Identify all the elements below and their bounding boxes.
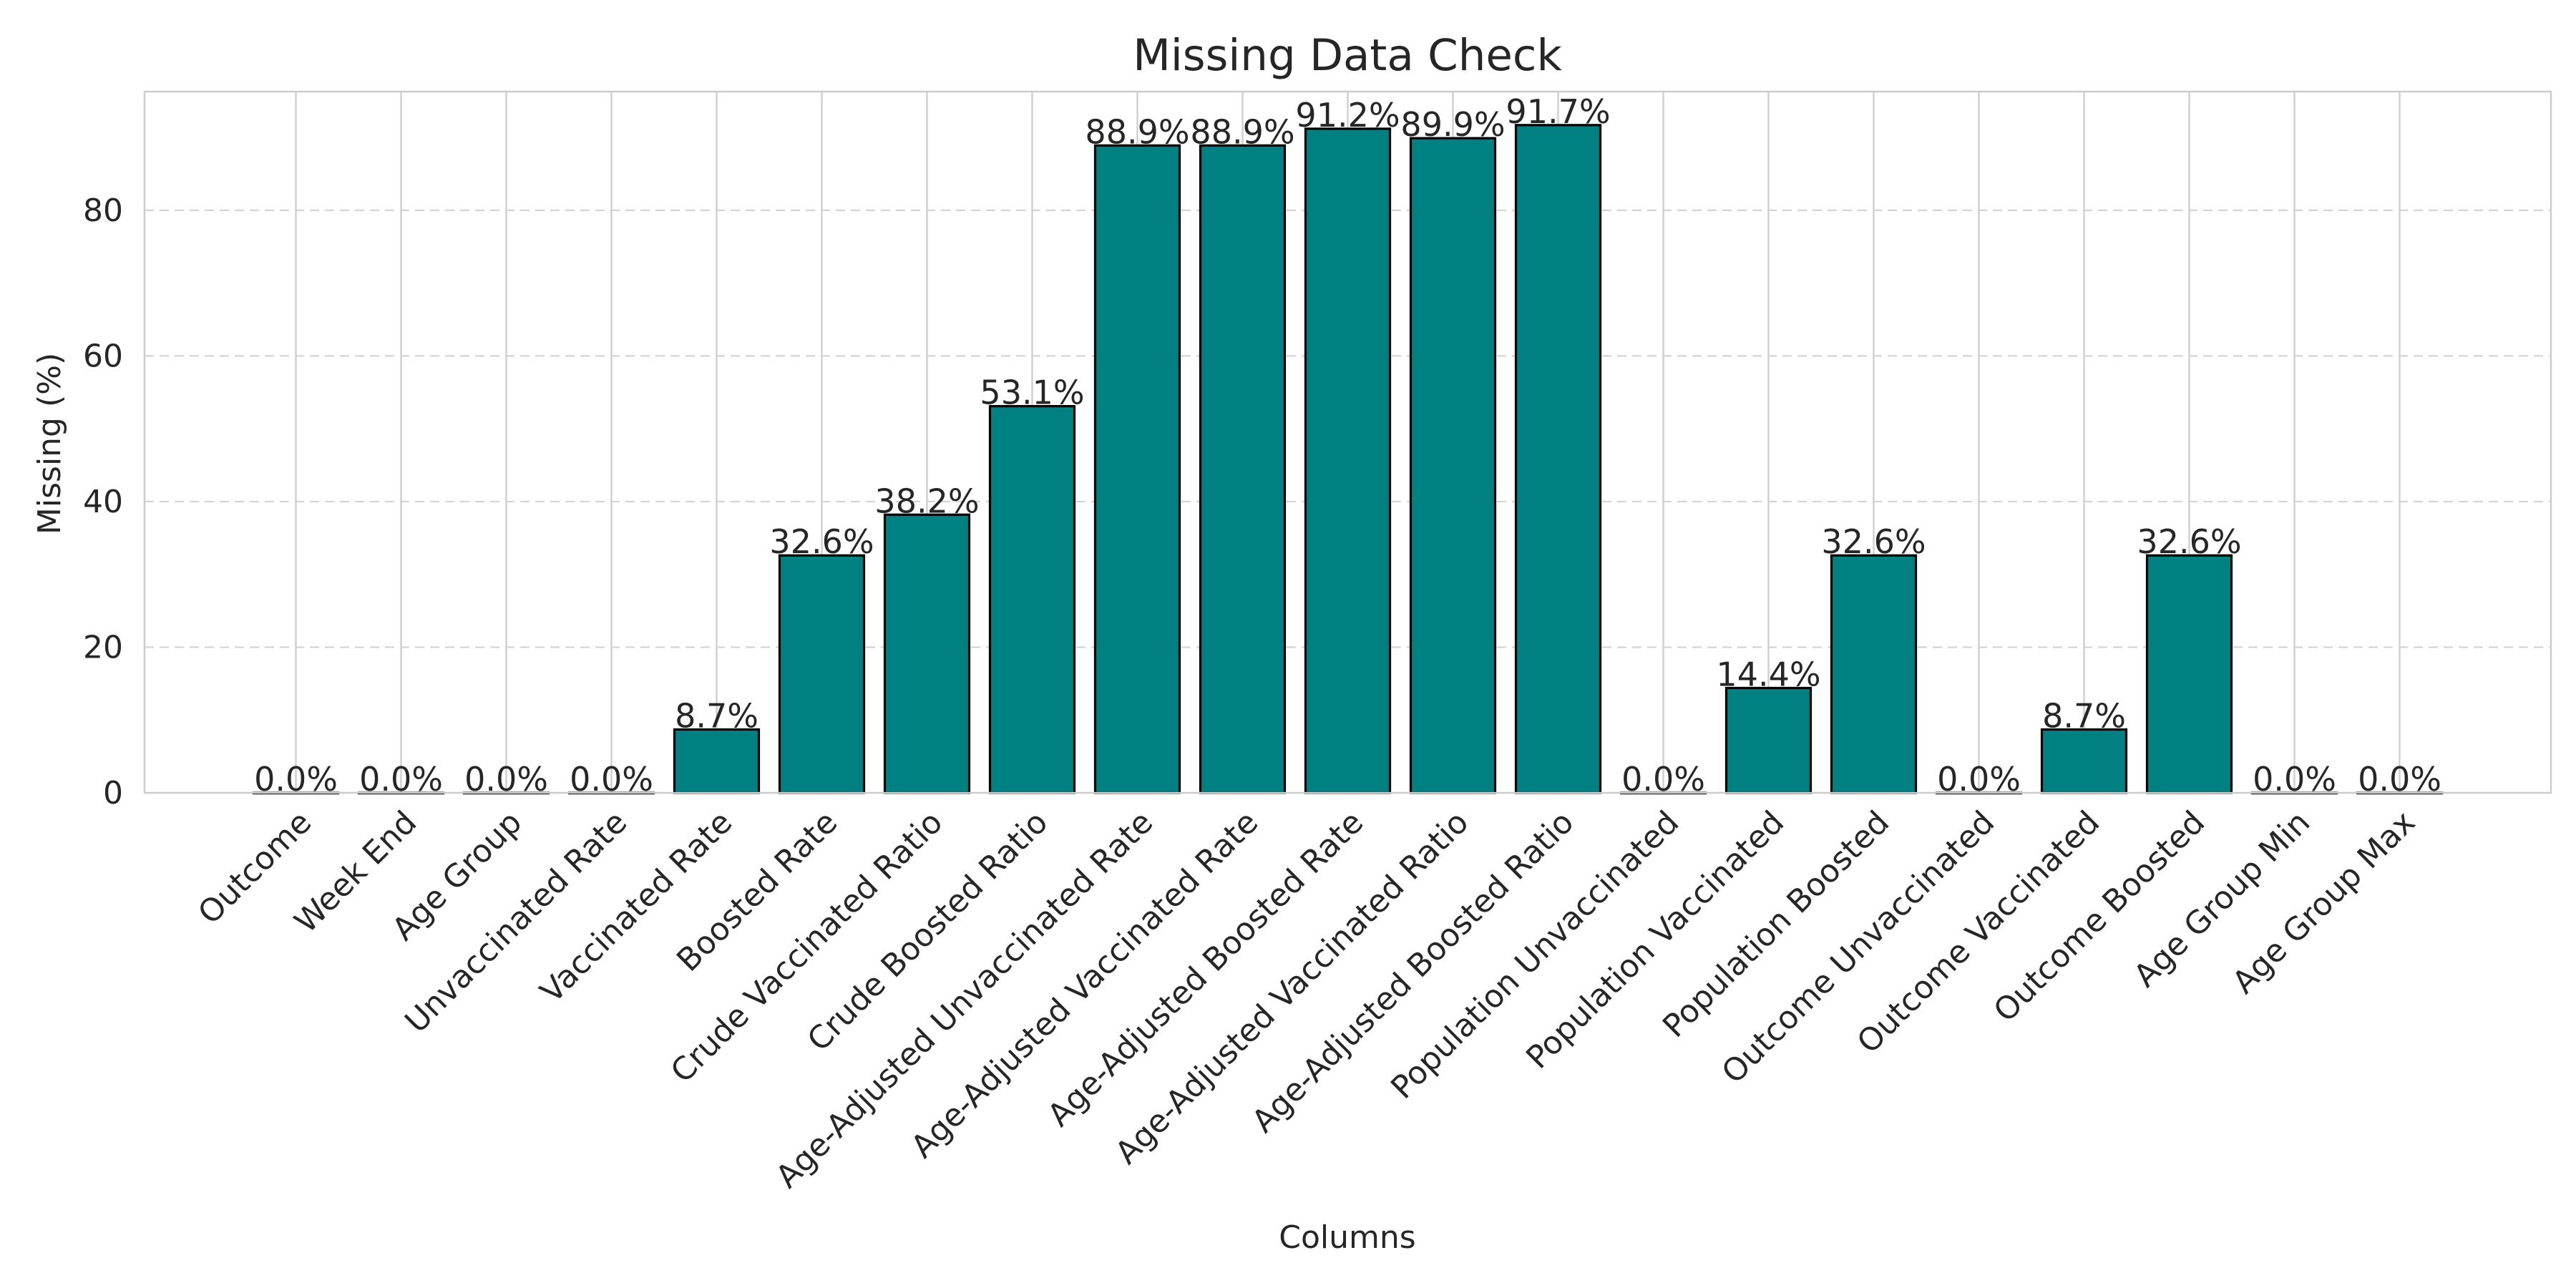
bar <box>673 728 761 794</box>
bar-value-label: 32.6% <box>769 522 874 561</box>
bar-value-label: 91.7% <box>1506 92 1610 131</box>
bar <box>1409 137 1497 794</box>
bar <box>883 513 971 794</box>
y-axis-label: Missing (%) <box>31 353 68 535</box>
x-tick-label: Age Group Min <box>2127 804 2317 995</box>
x-tick-label: Age Group Max <box>2225 804 2422 1001</box>
y-tick-label: 20 <box>83 629 123 665</box>
bar-value-label: 88.9% <box>1085 112 1189 151</box>
bar-value-label: 53.1% <box>980 374 1084 412</box>
bar <box>1199 144 1287 794</box>
y-axis-ticks: 0 20 40 60 80 <box>83 192 123 811</box>
bar <box>2145 554 2233 794</box>
bars <box>252 124 2444 795</box>
x-tick-label: Vaccinated Rate <box>533 804 739 1010</box>
bar <box>1304 127 1392 794</box>
bar <box>1514 124 1602 794</box>
bar-value-label: 8.7% <box>675 696 758 735</box>
bar <box>778 554 866 794</box>
plot-frame <box>143 90 2552 794</box>
y-tick-label: 60 <box>83 338 123 374</box>
bar-value-label: 88.9% <box>1190 112 1294 151</box>
bar <box>988 405 1076 794</box>
chart-title: Missing Data Check <box>1133 30 1562 81</box>
y-tick-label: 80 <box>83 192 123 229</box>
bar-value-label: 32.6% <box>2137 522 2241 561</box>
y-tick-label: 40 <box>83 484 123 520</box>
bar-value-label: 32.6% <box>1821 522 1926 561</box>
bar <box>1724 686 1813 794</box>
bar-value-label: 89.9% <box>1400 105 1505 144</box>
bar-value-label: 14.4% <box>1716 655 1820 693</box>
bar <box>1830 554 1918 794</box>
bar-value-label: 38.2% <box>874 482 979 520</box>
x-axis-label: Columns <box>1279 1219 1415 1256</box>
bar-value-label: 8.7% <box>2042 696 2126 735</box>
bar <box>1093 144 1181 794</box>
y-tick-label: 0 <box>103 775 123 811</box>
x-tick-label: Age-Adjusted Unvaccinated Rate <box>769 804 1161 1196</box>
bar-value-label: 91.2% <box>1295 96 1400 135</box>
bar <box>2040 728 2128 794</box>
